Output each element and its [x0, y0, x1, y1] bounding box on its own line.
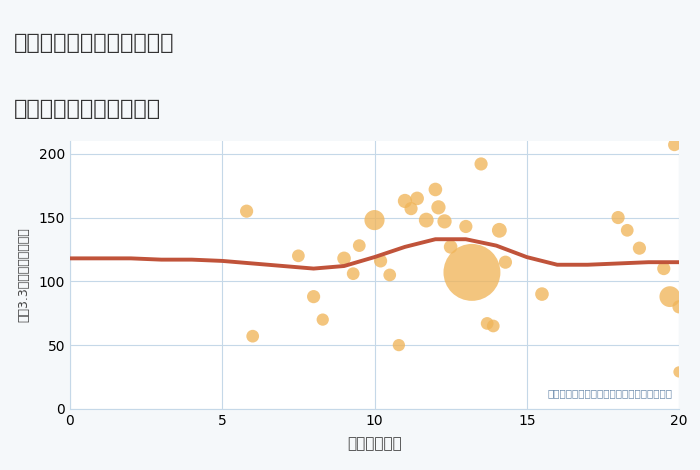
- Y-axis label: 坪（3.3㎡）単価（万円）: 坪（3.3㎡）単価（万円）: [18, 227, 30, 322]
- Point: [348, 270, 359, 277]
- Point: [433, 204, 444, 211]
- Point: [384, 271, 395, 279]
- Point: [488, 322, 499, 330]
- Text: 駅距離別中古戸建て価格: 駅距離別中古戸建て価格: [14, 99, 161, 119]
- Point: [622, 227, 633, 234]
- Point: [664, 293, 676, 300]
- Point: [673, 303, 685, 311]
- Point: [500, 258, 511, 266]
- Point: [339, 255, 350, 262]
- Point: [494, 227, 505, 234]
- Point: [536, 290, 547, 298]
- Point: [445, 243, 456, 251]
- Point: [317, 316, 328, 323]
- Point: [412, 195, 423, 202]
- Point: [421, 216, 432, 224]
- Point: [461, 223, 472, 230]
- Point: [393, 341, 405, 349]
- Point: [293, 252, 304, 259]
- Point: [241, 207, 252, 215]
- Point: [668, 141, 680, 149]
- Text: 円の大きさは、取引のあった物件面積を示す: 円の大きさは、取引のあった物件面積を示す: [548, 388, 673, 398]
- Point: [247, 332, 258, 340]
- Point: [430, 186, 441, 193]
- Point: [354, 242, 365, 250]
- Point: [439, 218, 450, 225]
- Point: [375, 257, 386, 265]
- Text: 神奈川県藤沢市鵠沼神明の: 神奈川県藤沢市鵠沼神明の: [14, 33, 174, 53]
- Point: [399, 197, 410, 205]
- Point: [475, 160, 486, 168]
- X-axis label: 駅距離（分）: 駅距離（分）: [347, 436, 402, 451]
- Point: [612, 214, 624, 221]
- Point: [658, 265, 669, 272]
- Point: [369, 216, 380, 224]
- Point: [673, 368, 685, 376]
- Point: [482, 320, 493, 327]
- Point: [308, 293, 319, 300]
- Point: [466, 269, 477, 276]
- Point: [634, 244, 645, 252]
- Point: [405, 205, 416, 212]
